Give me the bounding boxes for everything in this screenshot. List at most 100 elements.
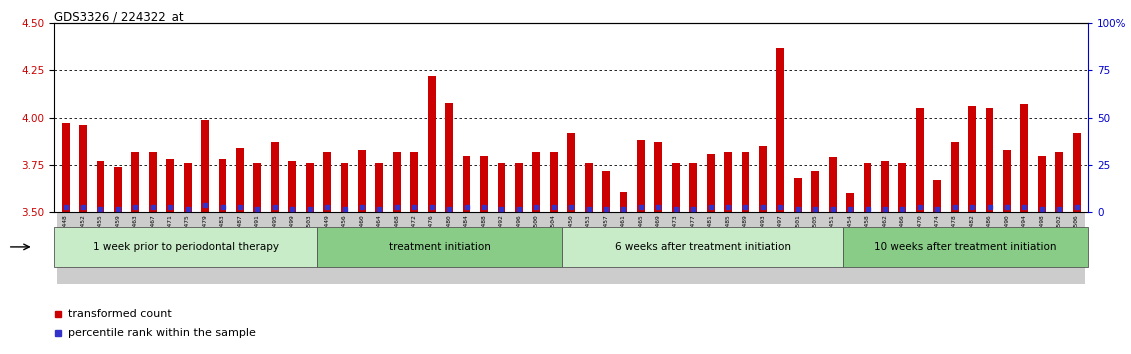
Bar [981, 212, 999, 284]
Text: GSM155499: GSM155499 [290, 214, 295, 248]
Bar [759, 146, 767, 212]
Text: GSM155454: GSM155454 [847, 214, 853, 248]
Bar [585, 163, 593, 212]
Bar [580, 212, 597, 284]
Bar [392, 152, 400, 212]
Bar [288, 161, 296, 212]
Text: GSM155489: GSM155489 [743, 214, 748, 248]
Bar [789, 212, 806, 284]
Bar [719, 212, 736, 284]
Text: GSM155469: GSM155469 [656, 214, 661, 248]
Text: GSM155481: GSM155481 [708, 214, 714, 248]
Text: GSM155467: GSM155467 [150, 214, 155, 248]
Bar [411, 152, 418, 212]
Bar [423, 212, 440, 284]
Bar [823, 212, 841, 284]
Bar [319, 212, 336, 284]
Text: GSM155482: GSM155482 [969, 214, 975, 248]
Text: GSM155502: GSM155502 [1056, 214, 1062, 248]
Bar [615, 212, 632, 284]
Bar [637, 141, 645, 212]
Text: GSM155480: GSM155480 [447, 214, 451, 248]
Bar [545, 212, 562, 284]
Text: GSM155453: GSM155453 [586, 214, 592, 248]
Bar [858, 212, 877, 284]
Bar [266, 212, 284, 284]
Text: GSM155452: GSM155452 [80, 214, 86, 248]
Bar [562, 212, 580, 284]
Bar [96, 161, 104, 212]
Text: GSM155479: GSM155479 [202, 214, 208, 248]
Text: GSM155494: GSM155494 [1022, 214, 1027, 248]
Bar [806, 212, 823, 284]
Text: GSM155476: GSM155476 [429, 214, 434, 248]
Bar [336, 212, 353, 284]
Bar [620, 192, 628, 212]
Bar [811, 171, 819, 212]
Bar [946, 212, 964, 284]
Bar [162, 212, 179, 284]
Bar [131, 152, 139, 212]
Text: GSM155488: GSM155488 [482, 214, 486, 248]
Bar [197, 212, 214, 284]
Text: GSM155485: GSM155485 [726, 214, 731, 248]
Bar [388, 212, 406, 284]
Bar [672, 163, 680, 212]
Bar [493, 212, 510, 284]
Bar [550, 152, 558, 212]
Bar [843, 227, 1088, 267]
Text: GSM155486: GSM155486 [987, 214, 992, 248]
Bar [510, 212, 527, 284]
Bar [933, 180, 941, 212]
Text: treatment initiation: treatment initiation [389, 242, 491, 252]
Text: GSM155497: GSM155497 [778, 214, 783, 248]
Bar [214, 212, 231, 284]
Bar [218, 159, 226, 212]
Text: GSM155459: GSM155459 [115, 214, 120, 248]
Bar [562, 227, 843, 267]
Bar [724, 152, 732, 212]
Bar [841, 212, 858, 284]
Bar [597, 212, 615, 284]
Bar [284, 212, 301, 284]
Text: 10 weeks after treatment initiation: 10 weeks after treatment initiation [874, 242, 1056, 252]
Bar [57, 212, 75, 284]
Bar [985, 108, 993, 212]
Bar [54, 227, 317, 267]
Text: GSM155484: GSM155484 [464, 214, 469, 248]
Bar [776, 48, 784, 212]
Text: GSM155473: GSM155473 [673, 214, 679, 248]
Text: GSM155471: GSM155471 [167, 214, 173, 248]
Bar [742, 152, 750, 212]
Text: GSM155504: GSM155504 [551, 214, 556, 248]
Bar [236, 148, 244, 212]
Bar [893, 212, 912, 284]
Bar [877, 212, 893, 284]
Text: GSM155450: GSM155450 [569, 214, 573, 248]
Bar [964, 212, 981, 284]
Bar [475, 212, 493, 284]
Text: GSM155451: GSM155451 [830, 214, 835, 248]
Bar [92, 212, 110, 284]
Text: GSM155498: GSM155498 [1039, 214, 1044, 248]
Text: GSM155503: GSM155503 [308, 214, 312, 248]
Bar [463, 156, 470, 212]
Text: GSM155478: GSM155478 [952, 214, 957, 248]
Bar [323, 152, 331, 212]
Bar [406, 212, 423, 284]
Bar [632, 212, 649, 284]
Bar [533, 152, 541, 212]
Bar [1055, 152, 1063, 212]
Text: GSM155465: GSM155465 [638, 214, 644, 248]
Bar [864, 163, 871, 212]
Bar [359, 150, 366, 212]
Bar [201, 120, 209, 212]
Bar [428, 76, 435, 212]
Bar [754, 212, 771, 284]
Bar [301, 212, 319, 284]
Text: GSM155505: GSM155505 [813, 214, 818, 248]
Bar [498, 163, 506, 212]
Text: GSM155462: GSM155462 [882, 214, 888, 248]
Bar [881, 161, 889, 212]
Bar [271, 142, 278, 212]
